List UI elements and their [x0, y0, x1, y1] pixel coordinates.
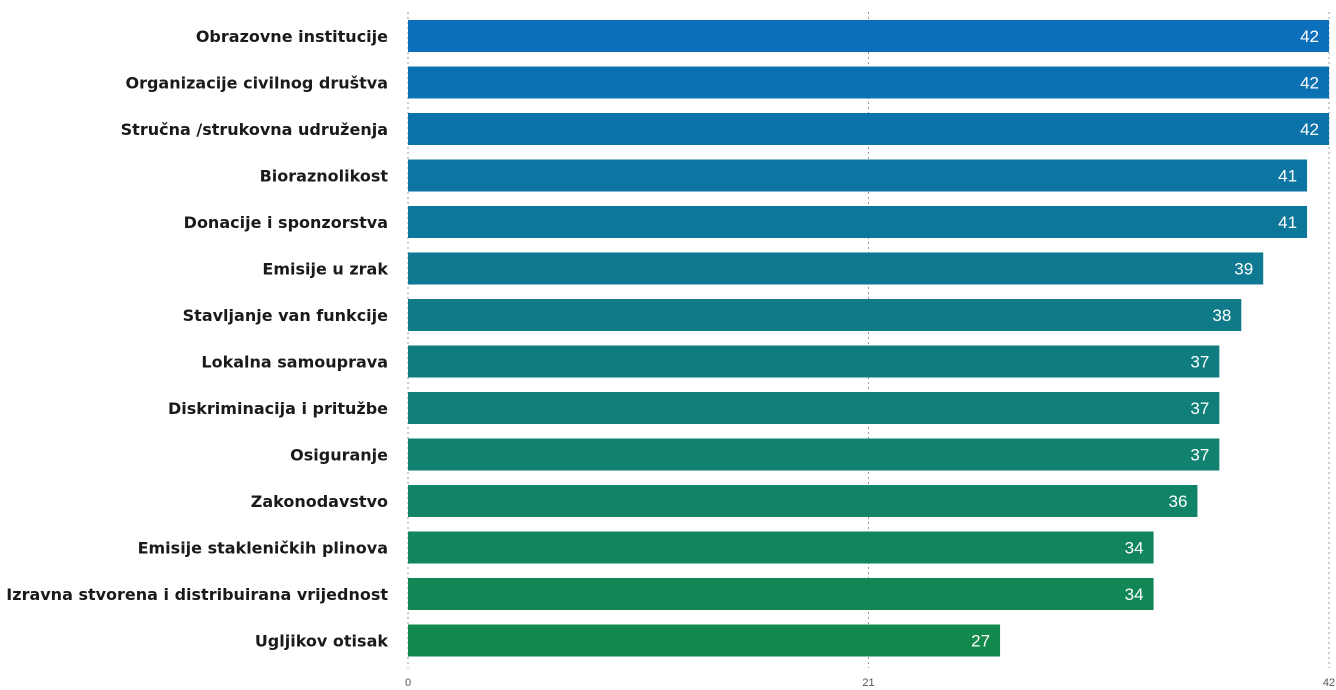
bar: [408, 66, 1329, 99]
x-tick-label: 42: [1323, 677, 1335, 689]
value-label: 37: [1190, 399, 1209, 418]
value-label: 34: [1125, 539, 1144, 558]
value-label: 27: [971, 632, 990, 651]
category-label: Zakonodavstvo: [251, 492, 388, 511]
value-label: 42: [1300, 74, 1319, 93]
category-label: Lokalna samouprava: [201, 353, 388, 372]
bars: [408, 20, 1329, 657]
bar: [408, 578, 1154, 610]
category-label: Ugljikov otisak: [255, 632, 389, 651]
bar: [408, 113, 1329, 145]
value-label: 36: [1169, 492, 1188, 511]
category-label: Donacije i sponzorstva: [184, 213, 388, 232]
category-label: Organizacije civilnog društva: [125, 74, 388, 93]
bar: [408, 345, 1220, 378]
value-label: 37: [1190, 446, 1209, 465]
category-label: Obrazovne institucije: [196, 27, 388, 46]
value-label: 42: [1300, 120, 1319, 139]
bar: [408, 20, 1329, 52]
category-labels: Obrazovne institucije Organizacije civiln…: [6, 27, 388, 651]
value-label: 38: [1212, 306, 1231, 325]
category-label: Bioraznolikost: [260, 167, 389, 186]
category-label: Emisije stakleničkih plinova: [138, 539, 388, 558]
category-label: Osiguranje: [290, 446, 388, 465]
bar: [408, 531, 1154, 564]
bar: [408, 438, 1220, 471]
value-labels: 42 42 42 41 41 39 38 37 37 37 36 34 34 27: [971, 27, 1319, 651]
bar: [408, 392, 1220, 424]
bar: [408, 252, 1264, 285]
category-label: Stavljanje van funkcije: [183, 306, 388, 325]
value-label: 37: [1190, 353, 1209, 372]
bar: [408, 206, 1308, 238]
bar: [408, 485, 1198, 517]
bar: [408, 159, 1308, 192]
x-tick-label: 21: [862, 677, 874, 689]
value-label: 34: [1125, 585, 1144, 604]
category-label: Emisije u zrak: [262, 260, 388, 279]
grid: [407, 12, 1330, 668]
value-label: 41: [1278, 167, 1297, 186]
value-label: 39: [1234, 260, 1253, 279]
value-label: 42: [1300, 27, 1319, 46]
category-label: Diskriminacija i pritužbe: [168, 399, 388, 418]
category-label: Stručna /strukovna udruženja: [121, 120, 388, 139]
value-label: 41: [1278, 213, 1297, 232]
x-axis-ticks: 0 21 42: [405, 677, 1335, 689]
x-tick-label: 0: [405, 677, 411, 689]
bar: [408, 299, 1242, 331]
bar: [408, 624, 1001, 657]
category-label: Izravna stvorena i distribuirana vrijedn…: [6, 585, 388, 604]
